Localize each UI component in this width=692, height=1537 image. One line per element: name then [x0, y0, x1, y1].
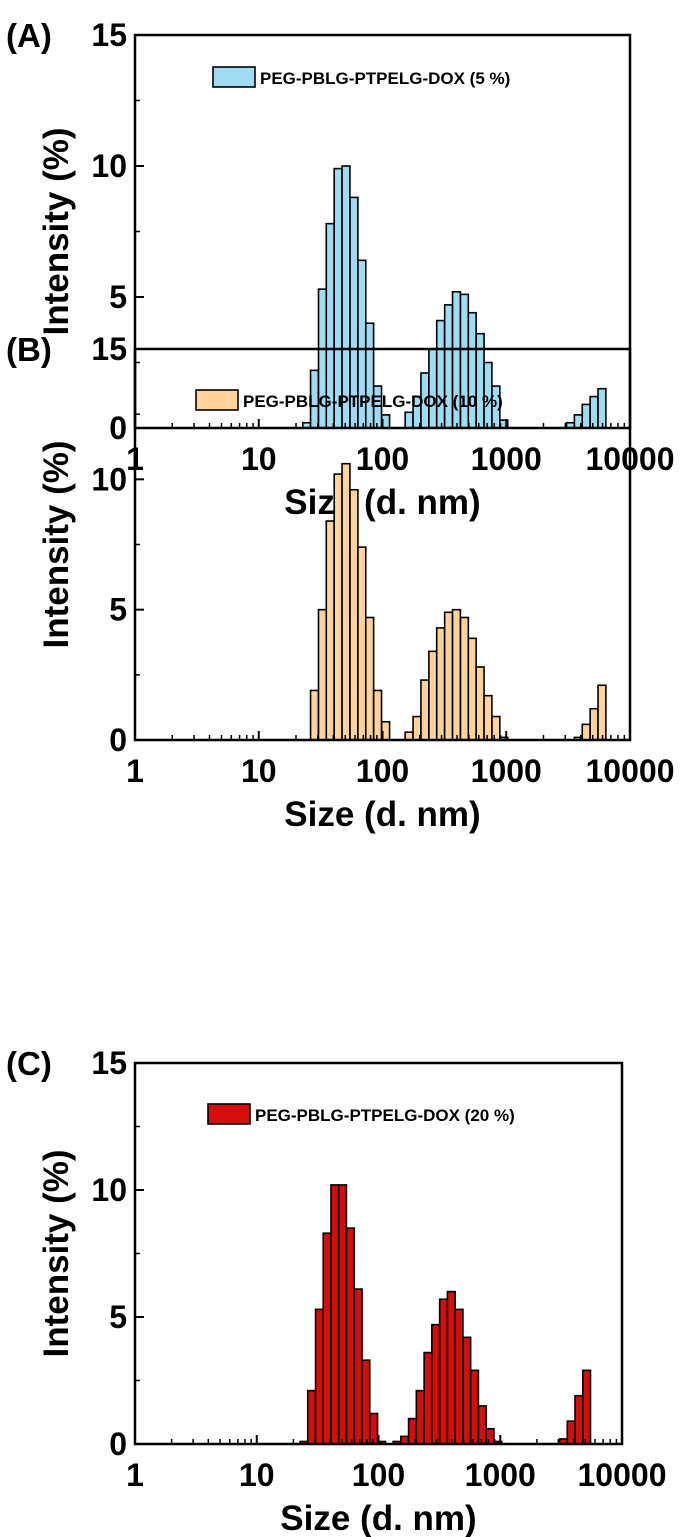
x-tick-label: 10 — [241, 441, 277, 477]
bar — [435, 627, 446, 741]
bar — [345, 1227, 356, 1445]
x-tick-label: 10000 — [586, 753, 675, 789]
panel-label: (C) — [6, 1045, 52, 1082]
bar — [309, 689, 320, 741]
y-tick-label: 0 — [109, 410, 127, 446]
bar — [325, 520, 335, 741]
bar — [428, 650, 438, 741]
legend-label: PEG-PBLG-PTPELG-DOX (20 %) — [255, 1106, 515, 1125]
bar — [415, 1389, 425, 1445]
y-tick-label: 0 — [109, 1426, 127, 1462]
y-tick-label: 15 — [91, 331, 127, 367]
bar — [459, 616, 470, 741]
x-tick-label: 1 — [126, 1457, 144, 1493]
bar — [353, 1288, 363, 1445]
y-axis-label: Intensity (%) — [37, 440, 76, 648]
bar — [423, 1351, 433, 1445]
panel-c: 1 10 100 1000 10000 0 5 10 15 (C) Size (d. nm) Inte… — [6, 1045, 666, 1537]
bar — [597, 387, 607, 429]
legend-swatch — [212, 66, 256, 88]
y-tick-label: 0 — [109, 722, 127, 758]
bar — [337, 1184, 348, 1445]
bar — [369, 1412, 379, 1445]
legend-label: PEG-PBLG-PTPELG-DOX (10 %) — [243, 392, 503, 411]
bar — [446, 1290, 456, 1445]
y-tick-label: 10 — [91, 461, 127, 497]
legend-swatch — [195, 389, 239, 411]
x-tick-label: 1 — [126, 753, 144, 789]
x-tick-label: 10 — [241, 753, 277, 789]
bar — [404, 411, 414, 429]
bar — [330, 1184, 340, 1445]
x-axis-label: Size (d. nm) — [284, 795, 480, 834]
bar — [372, 689, 383, 741]
y-tick-label: 5 — [109, 592, 127, 628]
y-axis-label: Intensity (%) — [37, 1149, 76, 1357]
x-tick-label: 100 — [356, 753, 409, 789]
legend-swatch — [207, 1103, 251, 1125]
bar — [491, 715, 501, 741]
x-tick-label: 100 — [356, 441, 409, 477]
x-axis-label: Size (d. nm) — [284, 483, 480, 522]
x-tick-label: 10 — [239, 1457, 275, 1493]
bar — [364, 322, 375, 429]
x-tick-label: 10000 — [578, 1457, 667, 1493]
bar — [581, 403, 591, 429]
bar — [574, 1394, 584, 1445]
bar — [477, 1405, 487, 1445]
bar — [322, 1232, 332, 1445]
bar — [485, 1427, 495, 1445]
bar — [333, 473, 343, 741]
bar — [341, 462, 351, 741]
bar — [314, 1308, 325, 1445]
bar — [420, 679, 430, 741]
bar — [333, 167, 343, 429]
bar — [467, 637, 477, 741]
bar — [597, 684, 607, 741]
panel-label: (B) — [6, 331, 52, 368]
legend-label: PEG-PBLG-PTPELG-DOX (5 %) — [260, 69, 510, 88]
bar — [341, 165, 351, 429]
plot-frame — [133, 33, 632, 430]
bar — [462, 1336, 472, 1445]
y-tick-label: 10 — [91, 1172, 127, 1208]
bar — [589, 395, 599, 429]
y-tick-label: 10 — [91, 148, 127, 184]
bar — [451, 608, 462, 741]
bar — [306, 1389, 317, 1445]
y-tick-label: 15 — [91, 1045, 127, 1081]
bar — [349, 488, 359, 741]
bar — [581, 723, 591, 741]
panel-label: (A) — [6, 17, 52, 54]
bar — [589, 707, 599, 741]
x-tick-label: 1000 — [465, 1457, 536, 1493]
y-axis-label: Intensity (%) — [37, 127, 76, 335]
x-tick-label: 100 — [352, 1457, 405, 1493]
y-tick-label: 5 — [109, 1299, 127, 1335]
bar — [317, 608, 328, 741]
y-tick-label: 15 — [91, 17, 127, 53]
bar — [431, 1323, 441, 1445]
bar — [428, 348, 438, 429]
bar — [469, 1369, 480, 1445]
bar — [454, 1308, 464, 1445]
x-tick-label: 1000 — [471, 753, 542, 789]
bar — [483, 694, 493, 741]
y-tick-label: 5 — [109, 279, 127, 315]
bar — [475, 666, 485, 741]
bar — [435, 319, 446, 429]
x-axis-label: Size (d. nm) — [280, 1499, 476, 1537]
bar — [357, 546, 367, 741]
bar — [361, 1359, 371, 1445]
bar — [443, 611, 454, 741]
bar — [581, 1369, 592, 1445]
x-tick-label: 1000 — [471, 441, 542, 477]
bar — [438, 1298, 449, 1445]
bar — [364, 616, 375, 741]
